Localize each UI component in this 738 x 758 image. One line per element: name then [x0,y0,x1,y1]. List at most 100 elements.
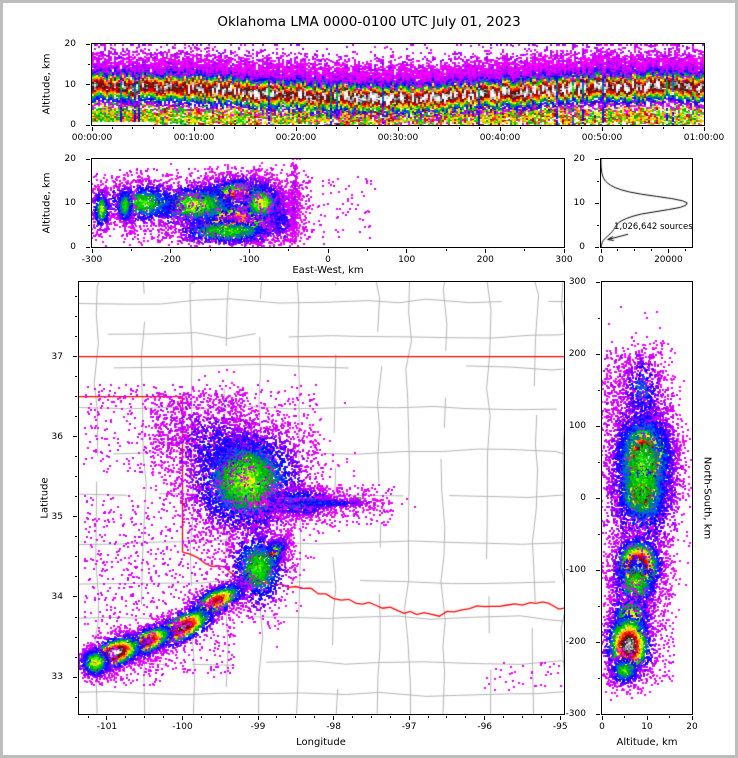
tick-mark [333,716,335,720]
tick-mark [503,716,505,718]
tick-mark [601,127,603,131]
tick-mark [336,127,338,129]
tick-label: 34 [51,591,63,602]
tick-mark [75,476,77,478]
figure-title: Oklahoma LMA 0000-0100 UTC July 01, 2023 [217,14,521,30]
tick-mark [445,249,447,251]
tick-mark [73,516,77,518]
tick-mark [209,249,211,251]
east-west-cross-section-panel [91,158,565,248]
tick-mark [596,641,600,643]
tick-mark [86,43,90,45]
sources-count-label: 1,026,642 sources [614,222,693,232]
tick-label: -99 [250,722,266,732]
tick-mark [662,127,664,129]
north-south-cross-section-panel [601,281,693,715]
tick-mark [601,716,603,720]
tick-label: 10 [573,198,585,208]
tick-label: 0 [599,722,605,732]
tick-mark [438,127,440,129]
tick-mark [86,246,90,248]
tick-mark [598,677,600,679]
tick-mark [173,127,175,129]
tick-mark [596,281,600,283]
tick-mark [596,569,600,571]
tick-mark [88,180,90,182]
tick-mark [144,716,146,718]
tick-mark [213,127,215,129]
tick-mark [377,127,379,129]
tick-label: 0 [598,255,604,265]
tick-mark [75,416,77,418]
tick-label: 37 [51,351,63,362]
tick-mark [356,127,358,129]
tick-mark [703,127,705,131]
tick-mark [683,127,685,129]
tick-mark [598,317,600,319]
tick-mark [75,295,77,297]
tick-mark [200,716,202,718]
tick-label: -300 [565,709,586,719]
tick-label: 200 [476,255,494,265]
tick-mark [170,249,172,253]
tick-label: 0 [580,493,586,503]
tick-mark [248,249,250,253]
tick-mark [621,127,623,129]
tick-mark [125,716,127,718]
tick-label: 20 [64,154,76,164]
tick-mark [88,104,90,106]
tick-mark [600,249,602,253]
tick-mark [691,716,693,720]
tick-mark [87,716,89,718]
tick-mark [86,202,90,204]
tick-mark [219,716,221,718]
tick-mark [254,127,256,129]
ew-panel-xlabel: East-West, km [292,265,364,276]
tick-mark [596,353,600,355]
tick-mark [75,576,77,578]
tick-label: 0 [325,255,331,265]
tick-label: -300 [81,255,103,265]
tick-mark [624,716,625,718]
tick-mark [521,716,523,718]
tick-mark [75,396,77,398]
tick-mark [75,315,77,317]
tick-mark [327,249,329,253]
tick-mark [234,127,236,129]
tick-label: 00:20:00 [275,133,317,143]
tick-label: 0 [579,242,585,252]
tick-mark [370,716,372,718]
tick-mark [111,127,113,129]
tick-mark [91,127,93,131]
tick-mark [73,596,77,598]
tick-label: 10 [64,198,76,208]
tick-label: -200 [565,637,586,647]
tick-mark [288,249,290,251]
tick-label: -96 [477,722,493,732]
tick-label: 00:30:00 [377,133,419,143]
tick-mark [595,246,599,248]
tick-mark [484,249,486,253]
tick-label: 36 [51,431,63,442]
tick-label: 00:10:00 [173,133,215,143]
tick-mark [465,716,467,718]
tick-label: -200 [160,255,181,265]
tick-mark [595,202,599,204]
tick-label: -100 [239,255,260,265]
tick-label: 00:40:00 [479,133,521,143]
tick-mark [642,127,644,129]
tick-label: 20 [686,722,698,732]
tick-mark [75,536,77,538]
tick-mark [540,127,542,129]
tick-mark [132,127,134,129]
tick-mark [257,716,259,720]
tick-mark [519,127,521,129]
tick-mark [540,716,542,718]
tick-label: 10 [641,722,653,732]
tick-mark [598,389,600,391]
tick-mark [73,356,77,358]
tick-mark [275,127,277,129]
tick-label: -95 [552,722,568,732]
plan-view-map-panel [78,281,565,715]
tick-mark [484,716,486,720]
